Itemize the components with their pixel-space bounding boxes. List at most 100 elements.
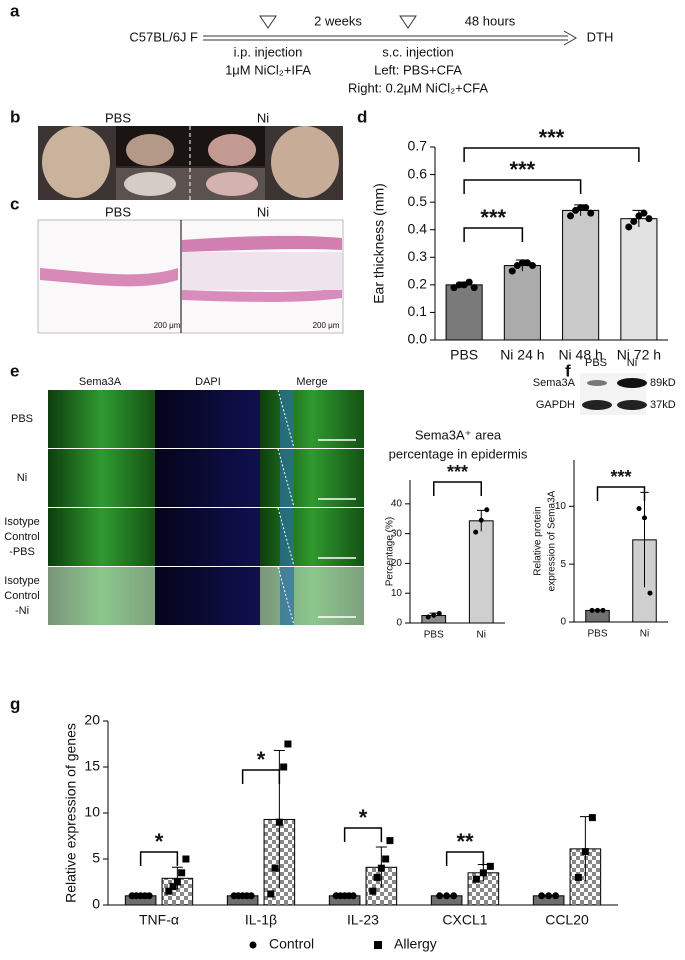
significance-label: *** (539, 125, 565, 150)
legend-marker (249, 941, 257, 949)
y-tick-label: 5 (92, 850, 100, 866)
data-point (538, 892, 546, 900)
panel-label: a (10, 1, 20, 20)
step-text: Left: PBS+CFA (374, 62, 462, 77)
y-tick-label: 0.2 (408, 276, 428, 292)
photo-label: Ni (257, 110, 269, 125)
data-point (382, 855, 390, 863)
timeline-start: C57BL/6J F (129, 29, 198, 44)
stain-image (48, 508, 155, 566)
chart-title: percentage in epidermis (389, 446, 528, 461)
bar (445, 284, 483, 341)
x-tick-label: CCL20 (545, 912, 589, 928)
column-header: DAPI (195, 376, 221, 388)
y-tick-label: 20 (391, 558, 403, 569)
data-point (373, 873, 381, 881)
blot-image (580, 373, 647, 415)
data-point (455, 281, 463, 289)
data-point (589, 607, 595, 613)
stain-image (260, 390, 364, 448)
stain-image (260, 449, 364, 507)
x-tick-label: PBS (587, 629, 607, 640)
data-point (625, 223, 633, 231)
x-tick-label: PBS (450, 347, 478, 363)
data-point (284, 740, 292, 748)
data-point (595, 607, 600, 613)
data-point (349, 892, 357, 900)
error-bar (171, 866, 183, 890)
merge-overlay (280, 449, 294, 507)
data-point (377, 864, 385, 872)
column-header: Merge (296, 376, 327, 388)
data-point (588, 814, 596, 822)
y-tick-label: 0 (92, 896, 100, 912)
data-point (478, 517, 484, 523)
step-text: i.p. injection (234, 44, 303, 59)
y-tick-label: 0.6 (408, 165, 428, 181)
timeline-arrow (203, 15, 577, 46)
data-point (577, 204, 585, 212)
significance-bracket (463, 179, 582, 194)
stain-image (155, 567, 260, 625)
data-point (182, 855, 190, 863)
data-point (165, 887, 173, 895)
row-label: Ni (17, 472, 27, 484)
y-tick-label: 15 (84, 758, 100, 774)
significance-label: ** (456, 829, 474, 854)
data-point (271, 864, 279, 872)
data-point (386, 837, 394, 845)
y-tick-label: 0.4 (408, 220, 428, 236)
data-point (247, 892, 255, 900)
data-point (640, 209, 648, 217)
x-tick-label: Ni 48 h (558, 347, 602, 363)
significance-label: *** (610, 467, 631, 487)
significance-bracket (445, 851, 485, 866)
y-tick-label: 0 (396, 618, 402, 629)
data-point (145, 892, 153, 900)
stain-image (48, 567, 155, 625)
data-point (642, 515, 647, 521)
significance-bracket (463, 147, 640, 162)
x-tick-label: CXCL1 (442, 912, 487, 928)
x-tick-label: Ni (477, 630, 486, 641)
y-axis-label: Ear thickness (mm) (371, 183, 387, 304)
legend-label: Allergy (394, 936, 437, 952)
y-tick-label: 0.5 (408, 193, 428, 209)
x-tick-label: Ni 72 h (617, 347, 661, 363)
step-text: s.c. injection (382, 44, 454, 59)
stain-image (260, 508, 364, 566)
interval: 48 hours (465, 13, 516, 28)
y-tick-label: 0.0 (408, 331, 428, 347)
significance-bracket (433, 481, 482, 496)
data-point (479, 869, 487, 877)
ear-photo (38, 126, 343, 200)
x-tick-label: IL-1β (245, 912, 277, 928)
interval: 2 weeks (314, 13, 362, 28)
histology-image (37, 219, 344, 334)
data-point (267, 890, 275, 898)
data-point (552, 892, 560, 900)
data-point (574, 873, 582, 881)
data-point (630, 217, 638, 225)
x-tick-label: TNF-α (139, 912, 179, 928)
stain-image (155, 390, 260, 448)
lane-label: PBS (585, 357, 607, 369)
data-point (582, 204, 590, 212)
y-axis-label: Percentage (%) (385, 517, 396, 586)
row-label: -Ni (15, 605, 29, 617)
scale-bar-label: 200 μm (313, 321, 340, 330)
panel-label: e (10, 361, 19, 380)
x-tick-label: Ni (640, 629, 649, 640)
significance-label: *** (447, 462, 468, 482)
significance-label: * (359, 805, 368, 830)
bar (620, 218, 658, 341)
data-point (169, 883, 177, 891)
row-label: Isotype (4, 575, 39, 587)
data-point (508, 267, 516, 275)
data-point (465, 278, 473, 286)
data-point (645, 215, 653, 223)
significance-bracket (343, 827, 383, 842)
data-point (450, 892, 458, 900)
y-tick-label: 20 (84, 712, 100, 728)
